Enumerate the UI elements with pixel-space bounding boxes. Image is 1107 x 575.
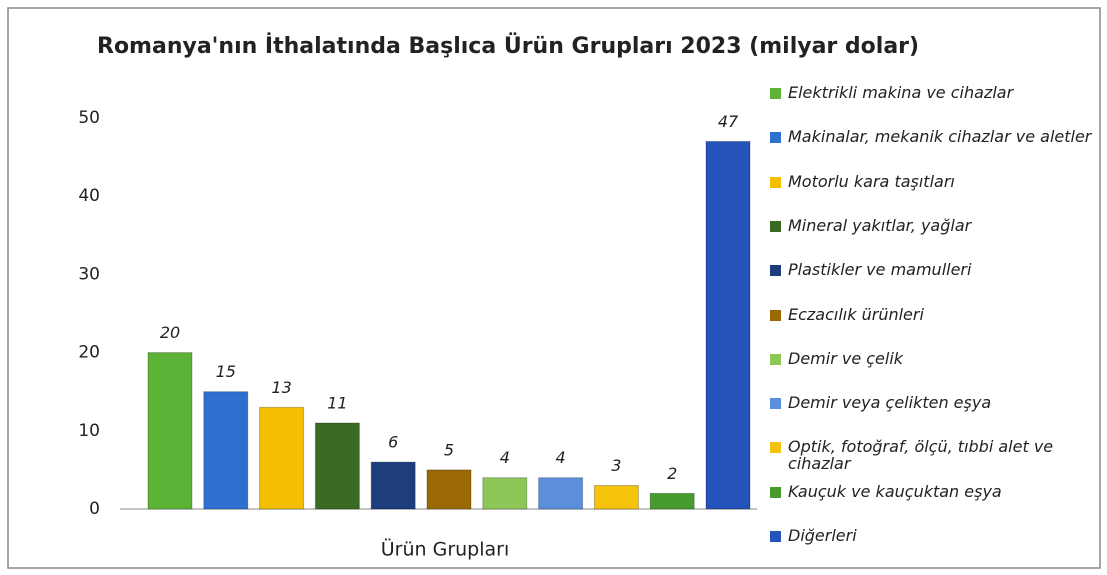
x-axis-label: Ürün Grupları [381,538,510,561]
y-tick-label: 0 [89,499,100,519]
y-tick-label: 30 [78,264,100,284]
y-tick-label: 10 [78,421,100,441]
data-label: 11 [327,393,347,412]
legend-label: Plastikler ve mamulleri [788,260,972,280]
legend-swatch [770,442,781,454]
data-label: 20 [160,323,180,342]
y-tick-label: 20 [78,343,100,363]
y-tick-label: 40 [78,186,100,206]
legend-swatch [770,531,781,542]
legend-label: Optik, fotoğraf, ölçü, tıbbi alet ve cih… [788,437,1054,474]
legend-label: Motorlu kara taşıtları [788,171,955,191]
data-label: 13 [271,378,291,397]
bar [482,477,528,510]
data-label: 5 [444,440,454,459]
legend-label: Diğerleri [788,526,857,545]
legend-label: Demir ve çelik [788,348,904,368]
bar [593,485,639,510]
legend-swatch [770,88,781,99]
bar [649,492,695,510]
data-label: 15 [216,362,236,381]
data-label: 47 [718,112,739,131]
bar [426,469,472,510]
data-label: 4 [500,448,510,467]
legend-swatch [770,353,781,365]
legend-swatch [770,265,781,277]
bar [538,477,584,510]
legend-swatch [770,132,781,144]
legend-swatch [770,486,781,498]
legend-swatch [770,176,781,188]
bar [259,406,305,510]
bar [314,422,360,510]
legend-swatch [770,398,781,410]
y-tick-label: 50 [78,108,100,128]
legend-label: Makinalar, mekanik cihazlar ve aletler [788,127,1092,147]
legend-label: Eczacılık ürünleri [788,304,924,324]
data-label: 4 [556,448,566,467]
legend-label: Elektrikli makina ve cihazlar [788,83,1014,102]
legend-label: Demir veya çelikten eşya [788,393,992,413]
bar [203,391,249,510]
chart-title: Romanya'nın İthalatında Başlıca Ürün Gru… [97,33,919,59]
legend-swatch [770,220,781,232]
legend-label: Mineral yakıtlar, yağlar [788,215,972,235]
data-label: 2 [667,464,677,483]
legend-swatch [770,309,781,321]
bar [370,461,416,510]
data-label: 6 [388,433,398,452]
legend-label: Kauçuk ve kauçuktan eşya [788,481,1002,501]
data-label: 3 [611,456,621,475]
bar [147,352,193,510]
bar [705,140,751,510]
